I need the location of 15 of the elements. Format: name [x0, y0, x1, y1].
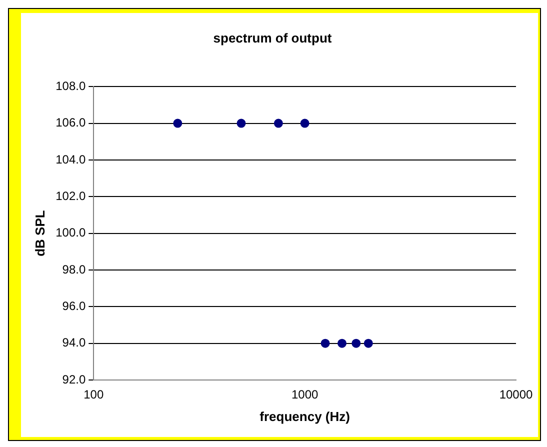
chart-title: spectrum of output — [213, 30, 332, 46]
x-axis-title: frequency (Hz) — [260, 408, 350, 424]
y-tick-label: 100.0 — [56, 226, 86, 240]
y-tick-label: 106.0 — [56, 116, 86, 130]
y-tick-label: 96.0 — [62, 298, 86, 313]
y-tick-label: 104.0 — [56, 152, 86, 166]
y-tick-label: 94.0 — [62, 336, 86, 350]
y-axis-title: dB SPL — [32, 210, 48, 256]
x-tick-label: 100 — [84, 388, 104, 402]
y-tick-label: 98.0 — [62, 262, 86, 276]
y-tick-label: 108.0 — [56, 78, 86, 93]
x-tick-label: 1000 — [291, 388, 318, 402]
x-tick-label: 10000 — [499, 388, 534, 402]
y-tick-label: 92.0 — [62, 372, 86, 386]
y-tick-label: 102.0 — [56, 188, 86, 203]
